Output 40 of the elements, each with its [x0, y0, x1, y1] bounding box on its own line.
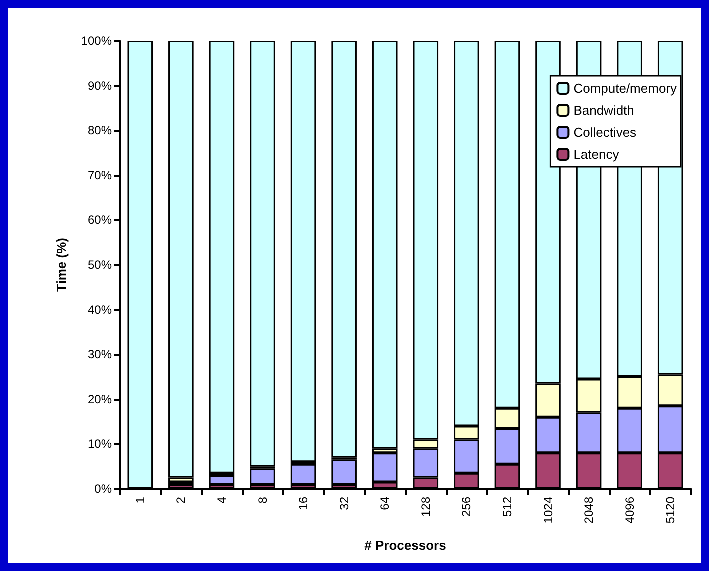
y-tick-label: 20% [88, 392, 112, 406]
bar [209, 41, 235, 474]
bar [250, 41, 276, 467]
x-tick-label: 5120 [664, 496, 678, 524]
y-tick-label: 80% [88, 124, 112, 138]
y-tick-label: 100% [81, 34, 112, 48]
x-tick-label: 16 [296, 496, 311, 510]
bar [209, 476, 235, 485]
bar [290, 41, 316, 462]
bar [250, 468, 276, 485]
y-tick-label: 90% [88, 78, 112, 93]
bar [332, 41, 357, 458]
bar [332, 460, 357, 485]
y-tick-label: 10% [88, 437, 112, 452]
bar [290, 464, 316, 485]
legend-label: Latency [574, 147, 620, 162]
x-tick-label: 2048 [582, 496, 596, 524]
x-tick-label: 2 [174, 496, 188, 504]
y-axis-title: Time (%) [54, 238, 69, 292]
x-axis-title: # Processors [364, 538, 446, 553]
x-tick-label: 4096 [622, 496, 637, 524]
y-tick-label: 60% [88, 213, 112, 228]
x-tick-label: 1024 [541, 496, 556, 524]
y-tick-label: 70% [88, 168, 112, 182]
bar [372, 41, 398, 449]
x-tick-label: 1 [133, 496, 148, 504]
x-tick-label: 128 [418, 496, 433, 518]
y-tick-label: 50% [88, 258, 112, 272]
x-tick-label: 32 [337, 496, 352, 510]
x-tick-label: 8 [256, 496, 270, 504]
x-tick-label: 64 [378, 496, 392, 510]
y-tick-label: 40% [88, 302, 112, 317]
x-tick-label: 256 [460, 496, 474, 518]
y-tick-label: 0% [94, 482, 112, 496]
x-tick-label: 4 [214, 496, 229, 504]
legend-label: Compute/memory [574, 81, 678, 96]
y-tick-label: 30% [88, 348, 112, 362]
x-tick-label: 512 [500, 496, 514, 518]
legend-label: Collectives [574, 125, 638, 140]
legend-label: Bandwidth [574, 103, 634, 118]
